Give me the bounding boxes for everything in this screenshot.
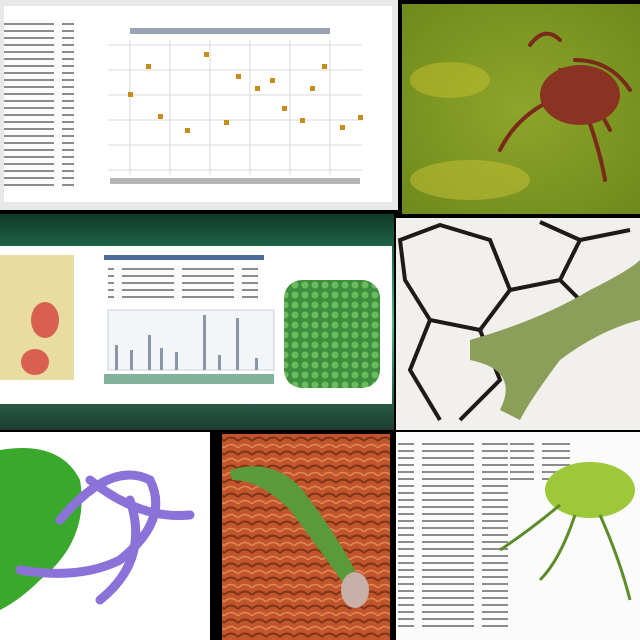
title-blur <box>130 28 330 34</box>
panel-document <box>0 214 394 430</box>
chart-frame <box>107 309 275 371</box>
panel-bg <box>222 434 390 640</box>
spot <box>410 62 490 98</box>
bars <box>115 315 258 370</box>
panel-creature <box>402 4 640 214</box>
text-blur <box>108 266 258 301</box>
branch <box>470 260 640 420</box>
green-blob <box>284 280 380 388</box>
grid <box>108 40 362 175</box>
diagram-part <box>21 349 49 375</box>
panel-tissue <box>222 434 390 640</box>
insect-legs <box>499 503 632 601</box>
heading-blur <box>104 255 264 260</box>
panel-network <box>396 218 640 430</box>
green-tube <box>230 466 360 590</box>
text-blur <box>398 440 508 630</box>
bulb <box>341 572 369 608</box>
spot <box>410 160 530 200</box>
points <box>128 52 363 133</box>
purple-tubes <box>15 470 195 605</box>
diagram-part <box>31 302 59 338</box>
panel-tubes <box>0 432 210 640</box>
insect-body <box>545 462 635 518</box>
creature-body <box>540 65 620 125</box>
side-text <box>4 20 74 190</box>
panel-chart <box>0 0 398 210</box>
labels-blur <box>104 374 274 384</box>
panel-insect-doc <box>396 432 640 640</box>
x-labels-blur <box>110 178 360 184</box>
